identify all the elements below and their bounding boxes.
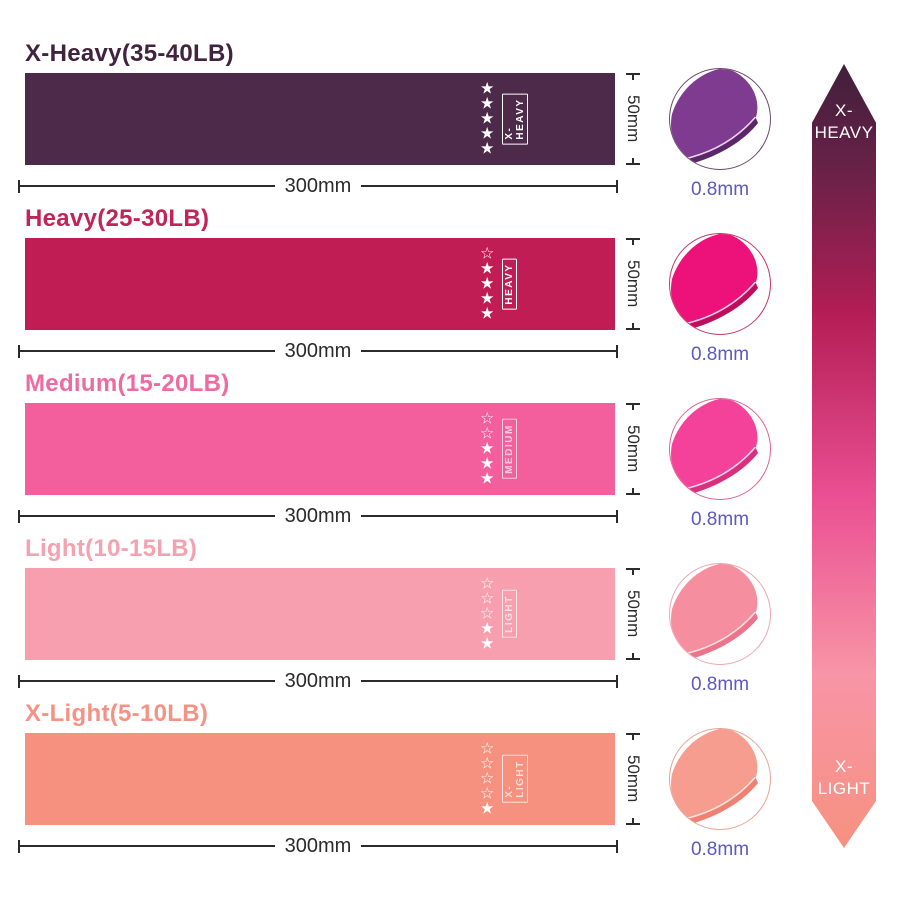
height-dimension: 50mm: [620, 238, 646, 330]
star-rating: ☆ ★ ★ ★ ★: [480, 245, 495, 323]
dimension-tick-icon: [18, 509, 20, 523]
band-fold-illustration: [669, 728, 771, 830]
width-dimension: 300mm: [18, 340, 619, 362]
thickness-photo: [668, 232, 772, 336]
dimension-tick-icon: [626, 73, 640, 80]
band-title: Heavy(25-30LB): [25, 205, 210, 232]
resistance-band: ☆ ☆ ☆ ★ ★ LIGHT: [25, 568, 615, 660]
resistance-band: ☆ ☆ ☆ ☆ ★ X-LIGHT: [25, 733, 615, 825]
band-section-light: Light(10-15LB) ☆ ☆ ☆ ★ ★ LIGHT 50mm 300m…: [0, 535, 900, 700]
width-dimension-label: 300mm: [284, 504, 352, 527]
band-title: X-Light(5-10LB): [25, 700, 209, 727]
band-section-medium: Medium(15-20LB) ☆ ☆ ★ ★ ★ MEDIUM 50mm 30…: [0, 370, 900, 535]
band-fold-illustration: [669, 233, 771, 335]
dimension-tick-icon: [616, 674, 619, 688]
thickness-photo: [668, 397, 772, 501]
width-dimension: 300mm: [18, 505, 619, 527]
band-tag: X-LIGHT: [502, 755, 528, 803]
height-dimension: 50mm: [620, 403, 646, 495]
height-dimension: 50mm: [620, 733, 646, 825]
star-rating: ☆ ☆ ☆ ★ ★: [480, 575, 495, 653]
dimension-tick-icon: [616, 344, 619, 358]
height-dimension-label: 50mm: [624, 260, 643, 308]
band-section-heavy: Heavy(25-30LB) ☆ ★ ★ ★ ★ HEAVY 50mm 300m…: [0, 205, 900, 370]
band-fold-illustration: [669, 563, 771, 665]
dimension-line: [20, 185, 275, 187]
height-dimension: 50mm: [620, 568, 646, 660]
dimension-line: [20, 845, 275, 847]
dimension-line: [20, 680, 275, 682]
thickness-label: 0.8mm: [690, 509, 750, 530]
dimension-line: [361, 515, 617, 517]
dimension-line: [361, 680, 617, 682]
dimension-tick-icon: [626, 652, 640, 660]
arrow-bottom-label: X- LIGHT: [817, 757, 871, 798]
band-fold-illustration: [669, 68, 771, 170]
dimension-tick-icon: [616, 839, 619, 853]
height-dimension-label: 50mm: [624, 755, 643, 803]
dimension-tick-icon: [18, 674, 20, 688]
band-title: X-Heavy(35-40LB): [25, 40, 234, 67]
band-fold-illustration: [669, 398, 771, 500]
resistance-band: ★ ★ ★ ★ ★ X-HEAVY: [25, 73, 615, 165]
width-dimension-label: 300mm: [284, 174, 352, 197]
dimension-tick-icon: [616, 179, 619, 193]
star-rating: ☆ ☆ ★ ★ ★: [480, 410, 495, 488]
thickness-label: 0.8mm: [690, 179, 750, 200]
width-dimension: 300mm: [18, 670, 619, 692]
dimension-line: [20, 350, 275, 352]
band-section-x-heavy: X-Heavy(35-40LB) ★ ★ ★ ★ ★ X-HEAVY 50mm …: [0, 40, 900, 205]
height-dimension-label: 50mm: [624, 425, 643, 473]
band-tag: LIGHT: [502, 590, 517, 638]
thickness-label: 0.8mm: [690, 839, 750, 860]
dimension-tick-icon: [626, 487, 640, 495]
height-dimension-label: 50mm: [624, 95, 643, 143]
dimension-tick-icon: [18, 179, 20, 193]
width-dimension-label: 300mm: [284, 669, 352, 692]
dimension-tick-icon: [626, 238, 640, 245]
dimension-line: [20, 515, 275, 517]
dimension-tick-icon: [626, 322, 640, 330]
resistance-band: ☆ ☆ ★ ★ ★ MEDIUM: [25, 403, 615, 495]
band-title: Medium(15-20LB): [25, 370, 230, 397]
dimension-tick-icon: [616, 509, 619, 523]
width-dimension: 300mm: [18, 175, 619, 197]
dimension-tick-icon: [18, 839, 20, 853]
dimension-tick-icon: [626, 733, 640, 740]
dimension-tick-icon: [626, 568, 640, 575]
dimension-tick-icon: [626, 157, 640, 165]
resistance-gradient-arrow: X- HEAVY X- LIGHT: [812, 64, 876, 848]
thickness-photo: [668, 562, 772, 666]
width-dimension-label: 300mm: [284, 834, 352, 857]
width-dimension: 300mm: [18, 835, 619, 857]
dimension-line: [361, 350, 617, 352]
dimension-line: [361, 185, 617, 187]
band-tag: MEDIUM: [502, 419, 517, 479]
arrow-top-label: X- HEAVY: [814, 101, 874, 142]
thickness-photo: [668, 67, 772, 171]
band-tag: HEAVY: [502, 258, 517, 310]
dimension-tick-icon: [626, 403, 640, 410]
dimension-tick-icon: [18, 344, 20, 358]
star-rating: ★ ★ ★ ★ ★: [480, 80, 495, 158]
thickness-photo: [668, 727, 772, 831]
band-title: Light(10-15LB): [25, 535, 198, 562]
band-tag: X-HEAVY: [502, 93, 528, 145]
dimension-line: [361, 845, 617, 847]
star-rating: ☆ ☆ ☆ ☆ ★: [480, 740, 495, 818]
thickness-label: 0.8mm: [690, 674, 750, 695]
dimension-tick-icon: [626, 817, 640, 825]
band-section-x-light: X-Light(5-10LB) ☆ ☆ ☆ ☆ ★ X-LIGHT 50mm 3…: [0, 700, 900, 865]
height-dimension-label: 50mm: [624, 590, 643, 638]
width-dimension-label: 300mm: [284, 339, 352, 362]
resistance-band: ☆ ★ ★ ★ ★ HEAVY: [25, 238, 615, 330]
height-dimension: 50mm: [620, 73, 646, 165]
thickness-label: 0.8mm: [690, 344, 750, 365]
